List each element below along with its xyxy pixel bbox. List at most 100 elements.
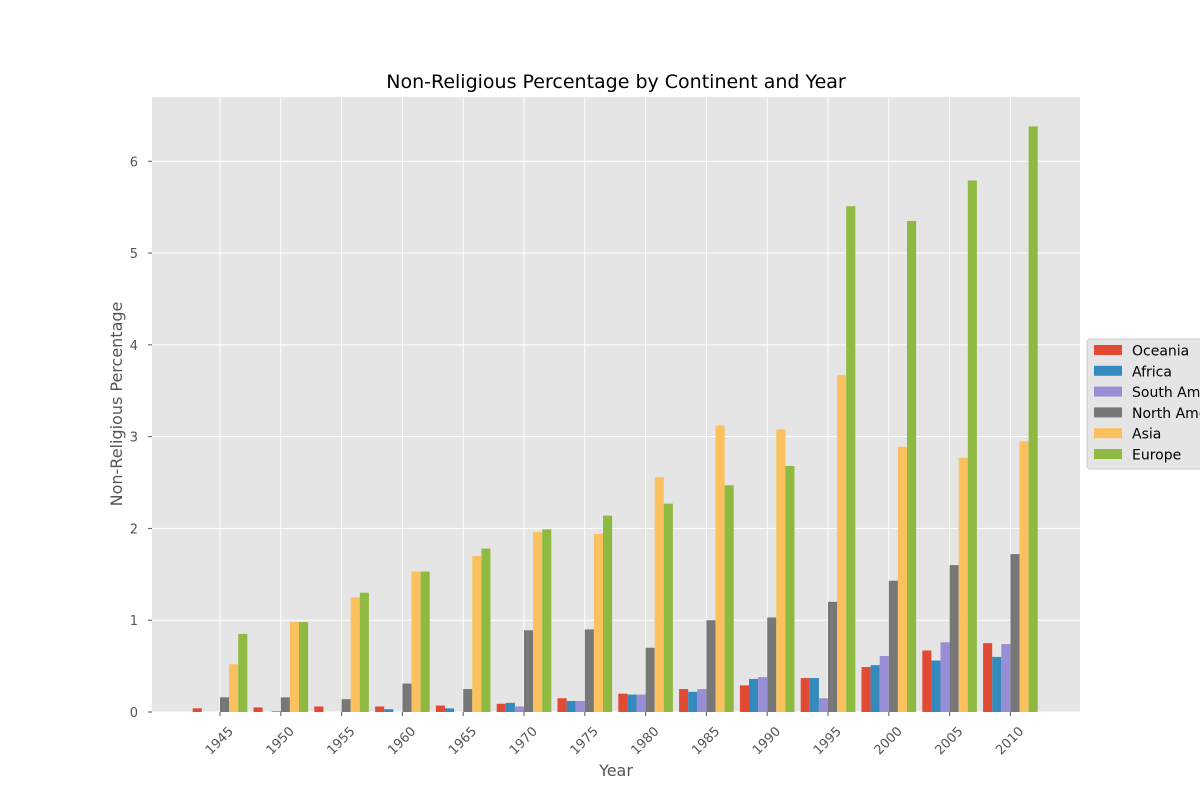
bar-asia-1970 (533, 532, 543, 712)
legend-swatch (1094, 386, 1122, 397)
bar-africa-1985 (688, 691, 698, 712)
bar-oceania-2005 (922, 650, 932, 712)
bar-africa-1990 (749, 678, 759, 712)
chart-title: Non-Religious Percentage by Continent an… (386, 71, 846, 93)
bar-asia-1945 (229, 664, 239, 712)
bar-oceania-2010 (983, 643, 993, 712)
y-tick-label: 3 (130, 431, 138, 446)
legend-label: South America (1132, 385, 1200, 401)
bar-north-america-2010 (1010, 554, 1020, 712)
legend-swatch (1094, 449, 1122, 459)
plot-background (152, 97, 1080, 712)
bar-africa-1960 (384, 709, 394, 712)
bar-south-america-1975 (575, 700, 585, 712)
bar-oceania-2000 (861, 667, 871, 712)
bar-oceania-1960 (375, 706, 385, 712)
x-tick-label: 1990 (750, 724, 784, 758)
bar-europe-1960 (420, 571, 430, 712)
bar-oceania-1950 (253, 707, 263, 712)
bar-north-america-1965 (463, 689, 473, 712)
legend-swatch (1094, 345, 1122, 355)
bar-europe-1970 (542, 529, 552, 712)
bar-oceania-1955 (314, 706, 324, 712)
y-tick-label: 1 (130, 614, 138, 629)
bar-asia-1995 (837, 375, 847, 712)
bar-asia-1955 (350, 597, 360, 712)
legend-label: Asia (1132, 427, 1161, 443)
bar-europe-1950 (299, 622, 309, 712)
bar-north-america-1980 (645, 647, 655, 712)
bar-north-america-1985 (706, 620, 716, 712)
legend-label: Oceania (1132, 344, 1189, 360)
legend-swatch (1094, 407, 1122, 418)
y-tick-label: 0 (130, 706, 138, 721)
bar-north-america-1990 (767, 617, 777, 712)
x-tick-label: 2010 (993, 724, 1027, 758)
x-tick-labels: 1945 1950 1955 1960 1965 1970 1975 1980 1985 1990… (203, 712, 1027, 758)
bar-africa-1980 (627, 694, 637, 712)
bar-europe-1975 (603, 515, 613, 712)
bar-oceania-1985 (679, 689, 689, 712)
bar-oceania-1970 (496, 703, 506, 712)
x-tick-label: 1975 (568, 724, 602, 758)
bar-africa-2000 (870, 665, 880, 712)
bar-europe-2000 (907, 220, 917, 712)
bar-oceania-1965 (435, 705, 445, 712)
x-tick-label: 2005 (932, 724, 966, 758)
bar-north-america-1995 (828, 601, 838, 712)
bar-asia-1975 (593, 533, 603, 712)
x-tick-label: 1965 (446, 724, 480, 758)
bar-north-america-1960 (402, 683, 412, 712)
y-tick-label: 6 (130, 155, 138, 170)
bar-oceania-1990 (739, 685, 749, 712)
x-tick-label: 1970 (507, 724, 541, 758)
bar-africa-2010 (992, 656, 1002, 712)
bar-africa-1970 (505, 702, 515, 712)
y-tick-labels: 0 1 2 3 4 5 6 (130, 155, 152, 721)
y-axis-label: Non-Religious Percentage (107, 302, 126, 507)
y-tick-label: 5 (130, 247, 138, 262)
legend: Oceania Africa South America North America A… (1086, 338, 1200, 470)
bar-asia-2010 (1019, 441, 1029, 712)
bar-north-america-1945 (220, 697, 230, 712)
bar-europe-1985 (724, 485, 734, 712)
bar-europe-1995 (846, 206, 856, 713)
bar-oceania-1945 (192, 708, 202, 712)
bar-south-america-2005 (940, 642, 950, 712)
bar-asia-2005 (958, 457, 968, 712)
bar-oceania-1995 (800, 678, 810, 712)
x-tick-label: 1995 (811, 724, 845, 758)
bar-asia-1985 (715, 425, 725, 712)
x-tick-label: 1960 (385, 724, 419, 758)
bar-north-america-1970 (524, 630, 534, 712)
bar-south-america-1980 (636, 694, 646, 712)
y-tick-label: 4 (130, 339, 138, 354)
bar-asia-1965 (472, 555, 482, 712)
x-tick-label: 1945 (203, 724, 237, 758)
bar-oceania-1980 (618, 693, 628, 712)
bar-north-america-1955 (341, 699, 351, 712)
x-axis-label: Year (598, 761, 633, 780)
legend-swatch (1094, 365, 1122, 376)
bar-africa-1995 (809, 678, 819, 712)
x-tick-label: 1985 (689, 724, 723, 758)
bar-south-america-1995 (818, 698, 828, 712)
x-tick-label: 1980 (628, 724, 662, 758)
bar-europe-1980 (663, 503, 673, 712)
bar-africa-1965 (445, 708, 455, 712)
bar-africa-1975 (566, 700, 576, 712)
bar-north-america-2005 (949, 565, 959, 712)
legend-label: North America (1132, 406, 1200, 422)
legend-label: Europe (1132, 448, 1181, 464)
x-tick-label: 1950 (264, 724, 298, 758)
bar-europe-2005 (967, 180, 977, 712)
bar-south-america-1990 (758, 677, 768, 712)
x-tick-label: 2000 (872, 724, 906, 758)
bar-south-america-1950 (271, 711, 281, 712)
y-tick-label: 2 (130, 522, 138, 537)
legend-label: Africa (1132, 364, 1172, 380)
bar-africa-2005 (931, 660, 941, 712)
bar-oceania-1975 (557, 698, 567, 712)
bar-asia-1960 (411, 571, 421, 712)
bar-north-america-2000 (888, 580, 898, 712)
